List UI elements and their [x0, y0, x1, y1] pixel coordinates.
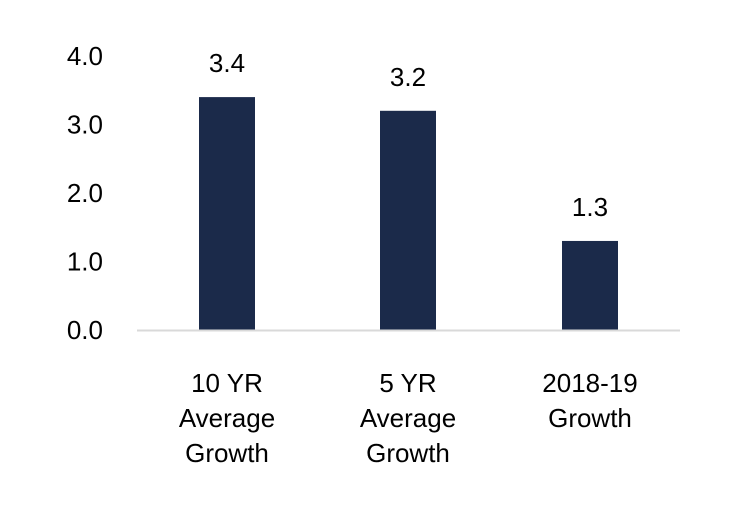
y-tick-label: 0.0 [67, 315, 103, 345]
x-category-label: 5 YR Average Growth [360, 368, 456, 468]
bars [199, 97, 618, 330]
y-tick-label: 2.0 [67, 178, 103, 208]
y-tick-label: 1.0 [67, 247, 103, 277]
data-label: 1.3 [572, 192, 608, 222]
data-label: 3.4 [209, 48, 245, 78]
bar [199, 97, 255, 330]
y-axis-tick-labels: 0.0 1.0 2.0 3.0 4.0 [67, 41, 103, 345]
y-tick-label: 4.0 [67, 41, 103, 71]
category-labels: 10 YR Average Growth 5 YR Average Growth 2018-… [179, 368, 638, 468]
x-category-label: 2018-19 Growth [542, 368, 637, 433]
data-label: 3.2 [390, 62, 426, 92]
x-category-label: 10 YR Average Growth [179, 368, 275, 468]
bar [380, 110, 436, 330]
bar [562, 240, 618, 330]
data-labels: 3.4 3.2 1.3 [209, 48, 608, 222]
y-tick-label: 3.0 [67, 110, 103, 140]
